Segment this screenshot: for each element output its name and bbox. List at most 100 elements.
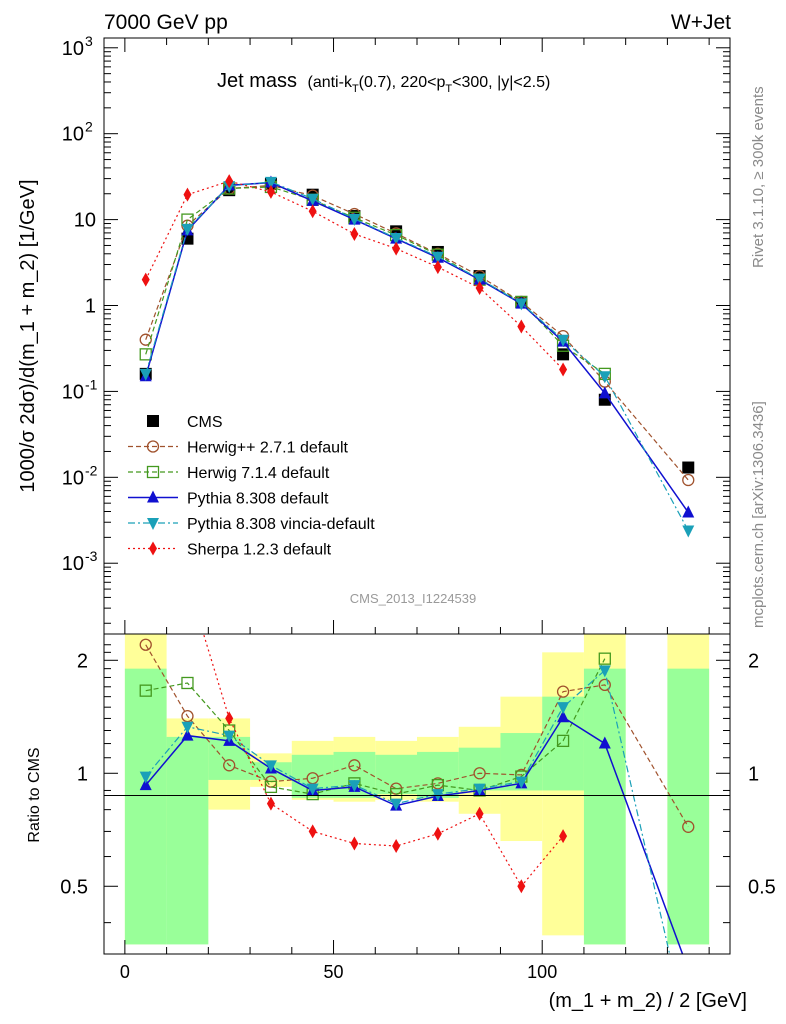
legend-marker xyxy=(147,415,159,427)
y-tick-exponent: 2 xyxy=(85,119,93,135)
ratio-point-sherpa-1-2-3-default xyxy=(350,836,359,851)
legend: CMS Herwig++ 2.7.1 default Herwig 7.1.4 de… xyxy=(128,414,375,559)
series-line-herwig-7-1-4-default xyxy=(145,186,606,375)
data-point-pythia-8-308-vincia-default xyxy=(181,223,194,236)
plot-title-detail-b: (0.7), 220<p xyxy=(359,74,446,91)
data-point-pythia-8-308-vincia-default xyxy=(598,371,611,384)
data-point-pythia-8-308-vincia-default xyxy=(264,176,277,189)
x-tick-label: 0 xyxy=(120,962,130,982)
plot-title-sub-b: T xyxy=(445,83,452,95)
legend-marker xyxy=(147,490,159,503)
data-point-pythia-8-308-vincia-default xyxy=(557,334,570,347)
analysis-watermark: CMS_2013_I1224539 xyxy=(350,591,477,606)
ratio-tick-label-left: 0.5 xyxy=(60,876,88,898)
header-left: 7000 GeV pp xyxy=(104,11,228,34)
ratio-point-sherpa-1-2-3-default xyxy=(225,711,234,726)
y-tick-label: 10 xyxy=(62,38,84,60)
y-tick-label: 10 xyxy=(62,124,84,146)
data-point-sherpa-1-2-3-default xyxy=(308,204,317,219)
ratio-point-herwig-2-7-1-default xyxy=(598,678,611,692)
y-tick-exponent: -3 xyxy=(85,548,98,564)
data-point-herwig-2-7-1-default xyxy=(139,333,152,346)
y-tick-label: 10 xyxy=(62,553,84,575)
y-tick-label: 1 xyxy=(85,296,96,318)
ratio-point-sherpa-1-2-3-default xyxy=(183,574,191,588)
data-point-pythia-8-308-default xyxy=(682,505,695,518)
band-green-bin xyxy=(458,747,501,791)
ratio-tick-label-left: 2 xyxy=(77,650,88,672)
ratio-line-herwig-2-7-1-default xyxy=(145,644,689,828)
band-green-bin xyxy=(375,754,417,795)
ratio-point-herwig-2-7-1-default xyxy=(682,820,695,833)
ratio-point-pythia-8-308-vincia-default xyxy=(139,771,152,784)
ratio-point-herwig-2-7-1-default xyxy=(223,759,236,772)
ratio-point-sherpa-1-2-3-default xyxy=(266,796,275,811)
data-point-sherpa-1-2-3-default xyxy=(517,319,526,334)
ratio-point-herwig-7-1-4-default xyxy=(181,676,194,690)
main-panel-series xyxy=(139,174,695,538)
data-point-sherpa-1-2-3-default xyxy=(392,241,401,256)
band-green-bin xyxy=(124,668,167,945)
ratio-tick-label-right: 0.5 xyxy=(748,876,776,898)
data-point-sherpa-1-2-3-default xyxy=(559,362,568,377)
y-tick-label: 10 xyxy=(62,467,84,489)
data-point-sherpa-1-2-3-default xyxy=(266,184,275,199)
data-point-pythia-8-308-vincia-default xyxy=(348,213,361,226)
band-green-bin xyxy=(166,736,209,945)
series-line-sherpa-1-2-3-default xyxy=(145,180,564,370)
data-point-pythia-8-308-vincia-default xyxy=(306,193,319,206)
ratio-point-pythia-8-308-vincia-default xyxy=(348,780,361,793)
ratio-axis-title: Ratio to CMS xyxy=(26,747,43,842)
ratio-point-pythia-8-308-default xyxy=(557,710,570,723)
data-point-herwig-2-7-1-default xyxy=(682,473,695,487)
ratio-point-pythia-8-308-vincia-default xyxy=(390,798,403,811)
ratio-point-pythia-8-308-default xyxy=(181,728,194,741)
ratio-point-sherpa-1-2-3-default xyxy=(475,806,484,821)
x-axis-title: (m_1 + m_2) / 2 [GeV] xyxy=(549,990,747,1012)
data-point-sherpa-1-2-3-default xyxy=(141,272,150,287)
data-point-sherpa-1-2-3-default xyxy=(433,260,442,275)
series-line-herwig-2-7-1-default xyxy=(145,184,689,481)
y-tick-exponent: 3 xyxy=(85,33,93,49)
ratio-point-herwig-7-1-4-default xyxy=(598,652,611,665)
ratio-point-pythia-8-308-default xyxy=(598,736,611,749)
ratio-point-pythia-8-308-vincia-default xyxy=(264,760,277,773)
legend-marker xyxy=(146,465,160,479)
ratio-point-pythia-8-308-vincia-default xyxy=(557,702,570,715)
y-tick-exponent: -2 xyxy=(85,462,98,478)
ratio-point-herwig-7-1-4-default xyxy=(556,734,570,748)
header-right: W+Jet xyxy=(671,11,731,34)
x-tick-label: 100 xyxy=(527,962,557,982)
rivet-version-label: Rivet 3.1.10, ≥ 300k events xyxy=(750,86,767,268)
y-tick-label: 10 xyxy=(62,381,84,403)
data-point-pythia-8-308-vincia-default xyxy=(473,273,486,286)
y-axis-title: 1000/σ 2dσ)/d(m_1 + m_2) [1/GeV] xyxy=(17,179,39,492)
plot-title: Jet mass (anti-kT(0.7), 220<pT<300, |y|<… xyxy=(217,70,550,95)
data-point-pythia-8-308-vincia-default xyxy=(431,251,444,264)
x-tick-label: 50 xyxy=(324,962,344,982)
ratio-tick-label-right: 1 xyxy=(748,763,759,785)
ratio-tick-label-right: 2 xyxy=(748,650,759,672)
ratio-point-herwig-2-7-1-default xyxy=(348,759,361,772)
ratio-point-pythia-8-308-vincia-default xyxy=(306,783,319,796)
data-point-pythia-8-308-vincia-default xyxy=(390,233,403,246)
plot-title-main: Jet mass xyxy=(217,70,297,92)
ratio-point-sherpa-1-2-3-default xyxy=(308,824,317,839)
ratio-panel-series xyxy=(139,574,695,975)
data-point-sherpa-1-2-3-default xyxy=(350,226,359,241)
data-point-cms xyxy=(557,348,570,361)
ratio-line-herwig-7-1-4-default xyxy=(145,658,606,795)
legend-marker xyxy=(146,440,160,453)
ratio-point-herwig-2-7-1-default xyxy=(473,767,486,780)
legend-label: Herwig++ 2.7.1 default xyxy=(187,440,349,457)
plot-title-detail-a: (anti-k xyxy=(307,74,352,91)
plot-title-detail-c: <300, |y|<2.5) xyxy=(452,74,550,91)
data-point-sherpa-1-2-3-default xyxy=(225,174,234,189)
data-point-sherpa-1-2-3-default xyxy=(183,187,192,202)
ratio-point-pythia-8-308-vincia-default xyxy=(181,721,194,734)
ratio-point-pythia-8-308-default xyxy=(682,963,694,975)
data-point-sherpa-1-2-3-default xyxy=(475,280,484,295)
ratio-point-pythia-8-308-vincia-default xyxy=(598,665,611,678)
